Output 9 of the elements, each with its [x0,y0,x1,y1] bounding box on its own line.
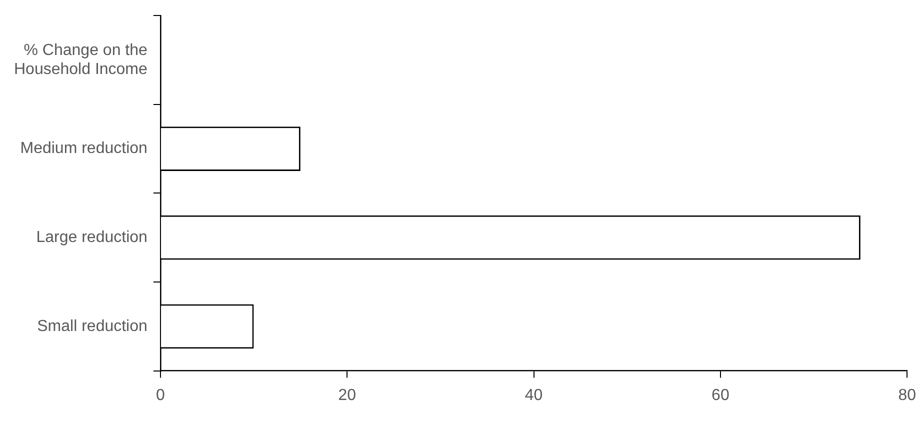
y-tick-label: % Change on the Household Income [14,42,148,78]
x-tick-label: 40 [524,386,543,404]
x-tick-label: 80 [898,386,916,404]
y-tick-label: Medium reduction [20,140,148,158]
x-tick-label: 60 [712,386,730,404]
x-tick-label: 20 [338,386,356,404]
y-tick-label: Small reduction [37,318,148,335]
x-tick-label: 0 [156,386,165,404]
y-tick-label: Large reduction [36,229,148,246]
